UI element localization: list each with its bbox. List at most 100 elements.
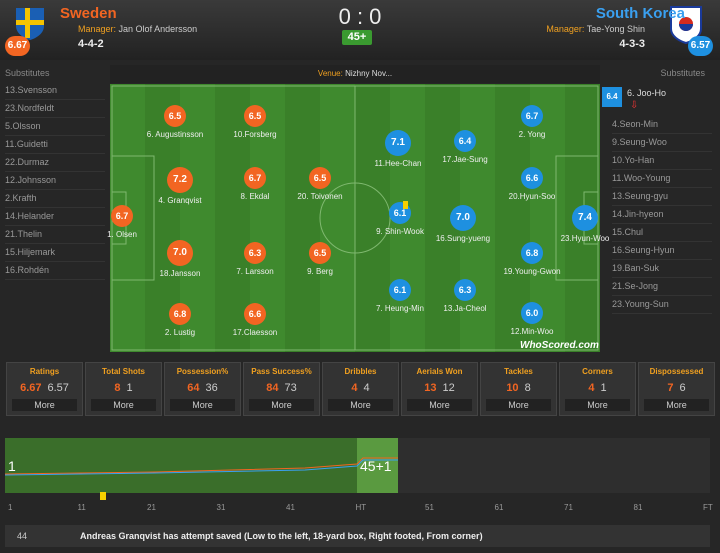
player-rating: 6.8 — [521, 242, 543, 264]
korea-crest — [670, 6, 702, 44]
sub-name: 6. Joo-Ho — [627, 88, 667, 98]
player-rating: 7.0 — [450, 205, 476, 231]
player-name: 2. Yong — [518, 130, 546, 139]
player-name: 9. Shin-Wook — [376, 227, 424, 236]
more-button[interactable]: More — [249, 399, 314, 411]
axis-label: 51 — [425, 503, 434, 512]
sub-player: 19.Ban-Suk — [612, 260, 712, 278]
axis-label: 81 — [633, 503, 643, 512]
player: 6.3 13.Ja-Cheol — [425, 279, 505, 313]
player-name: 18.Jansson — [159, 269, 201, 278]
more-button[interactable]: More — [644, 399, 709, 411]
player-name: 2. Lustig — [164, 328, 196, 337]
stat-away: 12 — [442, 382, 455, 394]
player-name: 7. Heung-Min — [375, 304, 425, 313]
player: 6.5 9. Berg — [280, 242, 360, 276]
sub-player: 12.Johnsson — [5, 172, 105, 190]
stat-values: 13 12 — [402, 382, 477, 394]
stat-away: 73 — [284, 382, 297, 394]
stat-home: 64 — [187, 382, 200, 394]
axis-label: 61 — [494, 503, 504, 512]
player: 7.4 23.Hyun-Woo — [545, 205, 625, 243]
more-button[interactable]: More — [170, 399, 235, 411]
away-manager: Manager: Tae-Yong Shin — [546, 24, 645, 34]
stat-box: Possession% 64 36 More — [164, 362, 241, 416]
axis-label: 41 — [286, 503, 295, 512]
player-name: 17.Claesson — [232, 328, 278, 337]
stat-box: Total Shots 8 1 More — [85, 362, 162, 416]
stat-label: Corners — [582, 367, 613, 376]
home-formation: 4-4-2 — [78, 38, 104, 50]
axis-label: 71 — [564, 503, 573, 512]
player-name: 6. Augustinsson — [146, 130, 204, 139]
player-name: 8. Ekdal — [240, 192, 270, 201]
more-button[interactable]: More — [407, 399, 472, 411]
sub-player: 22.Durmaz — [5, 154, 105, 172]
more-button[interactable]: More — [486, 399, 551, 411]
player: 6.0 12.Min-Woo — [492, 302, 572, 336]
sub-player: 9.Seung-Woo — [612, 134, 712, 152]
home-name: Sweden — [60, 5, 117, 22]
player: 6.5 10.Forsberg — [215, 105, 295, 139]
sub-player: 14.Helander — [5, 208, 105, 226]
stat-home: 10 — [506, 382, 519, 394]
player-rating: 6.4 — [454, 130, 476, 152]
sub-arrow: ⇩ — [630, 100, 639, 111]
player-rating: 7.0 — [167, 240, 193, 266]
comm-minute: 44 — [17, 531, 28, 541]
venue-name: Nizhny Nov... — [345, 69, 393, 78]
more-button[interactable]: More — [12, 399, 77, 411]
stat-label: Total Shots — [102, 367, 145, 376]
stat-box: Dispossessed 7 6 More — [638, 362, 715, 416]
player-rating: 6.7 — [521, 105, 543, 127]
more-button[interactable]: More — [565, 399, 630, 411]
stat-away: 8 — [524, 382, 531, 394]
player-name: 11.Hee-Chan — [374, 159, 422, 168]
player-rating: 7.1 — [385, 130, 411, 156]
sub-player: 15.Hiljemark — [5, 244, 105, 262]
sweden-crest — [16, 8, 44, 40]
stat-values: 6.67 6.57 — [7, 382, 82, 394]
sub-player: 13.Svensson — [5, 82, 105, 100]
axis-label: 21 — [147, 503, 156, 512]
stat-values: 64 36 — [165, 382, 240, 394]
label: Manager: — [546, 24, 585, 34]
label: Manager: — [78, 24, 117, 34]
venue: Venue: Nizhny Nov... — [110, 65, 600, 83]
home-manager: Manager: Jan Olof Andersson — [78, 24, 197, 34]
subs-label: Substitutes — [660, 68, 705, 78]
player: 7.1 11.Hee-Chan — [358, 130, 438, 168]
away-rating: 6.57 — [688, 36, 713, 56]
more-button[interactable]: More — [328, 399, 393, 411]
sub-player: 14.Jin-hyeon — [612, 206, 712, 224]
commentary: 44 Andreas Granqvist has attempt saved (… — [5, 525, 710, 547]
stat-away: 6 — [679, 382, 686, 394]
player-rating: 6.3 — [244, 242, 266, 264]
stat-box: Corners 4 1 More — [559, 362, 636, 416]
sub-player: 16.Rohdén — [5, 262, 105, 280]
player-name: 20. Toivonen — [297, 192, 343, 201]
stat-label: Aerials Won — [416, 367, 463, 376]
player-rating: 6.5 — [244, 105, 266, 127]
stat-label: Ratings — [29, 367, 60, 376]
player-name: 1. Olsen — [107, 230, 137, 239]
stat-label: Dribbles — [344, 367, 377, 376]
stat-label: Tackles — [504, 367, 533, 376]
stat-label: Possession% — [176, 367, 229, 376]
player: 6.6 17.Claesson — [215, 303, 295, 337]
more-button[interactable]: More — [91, 399, 156, 411]
player-rating: 6.5 — [309, 167, 331, 189]
player-rating: 6.8 — [169, 303, 191, 325]
sub-player: 21.Se-Jong — [612, 278, 712, 296]
axis-label: 11 — [77, 503, 86, 512]
player-name: 23.Hyun-Woo — [560, 234, 610, 243]
away-formation: 4-3-3 — [619, 38, 645, 50]
player: 6.7 2. Yong — [492, 105, 572, 139]
sub-player: 15.Chul — [612, 224, 712, 242]
player: 6.8 2. Lustig — [140, 303, 220, 337]
pitch — [110, 84, 600, 352]
home-subs: 13.Svensson 23.Nordfeldt 5.Olsson 11.Guidet… — [5, 82, 105, 280]
player-name: 16.Sung-yueng — [435, 234, 491, 243]
stat-away: 1 — [600, 382, 607, 394]
